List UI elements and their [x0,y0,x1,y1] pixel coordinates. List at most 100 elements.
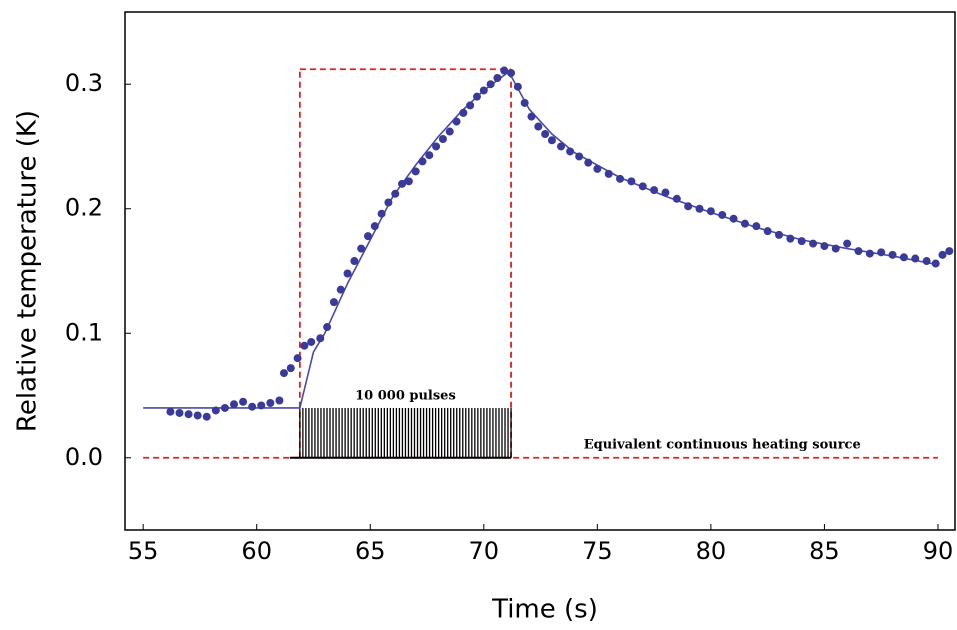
data-point [384,198,393,207]
pulse-label: 10 000 pulses [355,388,456,403]
x-axis-label: Time (s) [491,595,598,625]
data-point [493,73,502,82]
data-point [418,157,427,166]
data-point [638,182,647,191]
data-point [706,207,715,216]
data-point [547,136,556,145]
heating-label: Equivalent continuous heating source [584,437,861,452]
x-tick-label: 90 [923,537,954,565]
data-point [911,254,920,263]
data-point [193,411,202,420]
data-point [411,167,420,176]
data-point [184,410,193,419]
data-point [230,400,239,409]
data-point [854,247,863,256]
data-point [604,169,613,178]
data-point [865,249,874,258]
data-point [740,219,749,228]
data-point [520,98,529,107]
y-tick-label: 0.1 [65,318,103,346]
data-point [377,209,386,218]
data-point [452,117,461,126]
data-point [888,250,897,259]
data-point [843,239,852,248]
data-point [541,130,550,139]
data-point [432,142,441,151]
data-point [938,250,947,259]
data-point [211,406,220,415]
data-point [220,403,229,412]
data-point [593,164,602,173]
y-tick-label: 0.2 [65,194,103,222]
x-tick-label: 80 [696,537,727,565]
data-point [398,179,407,188]
data-point [445,127,454,136]
data-point [763,227,772,236]
data-point [945,247,954,256]
data-point [729,214,738,223]
data-point [695,204,704,213]
data-point [718,210,727,219]
data-point [527,112,536,121]
data-point [425,151,434,160]
data-point [507,69,516,78]
data-point [513,82,522,91]
y-tick-label: 0.0 [65,443,103,471]
x-tick-label: 85 [809,537,840,565]
data-point [459,108,468,117]
data-point [831,244,840,253]
data-point [931,259,940,268]
x-tick-label: 55 [128,537,159,565]
data-point [286,364,295,373]
data-point [343,269,352,278]
data-point [752,222,761,231]
data-point [307,337,316,346]
data-point [486,80,495,89]
data-point [293,354,302,363]
data-point [809,239,818,248]
data-point [329,298,338,307]
data-point [404,177,413,186]
data-point [820,242,829,251]
data-point [616,174,625,183]
data-point [275,396,284,405]
data-point [797,237,806,246]
data-point [239,397,248,406]
data-point [279,369,288,378]
data-point [363,232,372,241]
data-point [466,101,475,110]
data-point [479,86,488,95]
data-point [775,230,784,239]
x-tick-label: 70 [469,537,500,565]
data-point [672,194,681,203]
data-point [584,158,593,167]
data-point [575,152,584,161]
data-point [684,202,693,211]
data-point [248,402,257,411]
data-point [300,341,309,350]
data-point [627,177,636,186]
data-point [500,66,509,75]
data-point [370,222,379,231]
data-point [786,234,795,243]
y-tick-label: 0.3 [65,69,103,97]
data-point [323,323,332,332]
data-point [438,135,447,144]
x-tick-label: 60 [241,537,272,565]
data-point [202,412,211,421]
data-point [472,92,481,101]
x-tick-label: 75 [582,537,613,565]
data-point [899,253,908,262]
data-point [175,408,184,417]
data-point [391,189,400,198]
data-point [350,257,359,266]
data-point [357,244,366,253]
fit-line [143,70,939,409]
plot-frame [124,11,956,531]
data-point [257,401,266,410]
data-point [557,142,566,151]
x-tick-label: 65 [355,537,386,565]
data-point [877,248,886,257]
data-point [316,334,325,343]
